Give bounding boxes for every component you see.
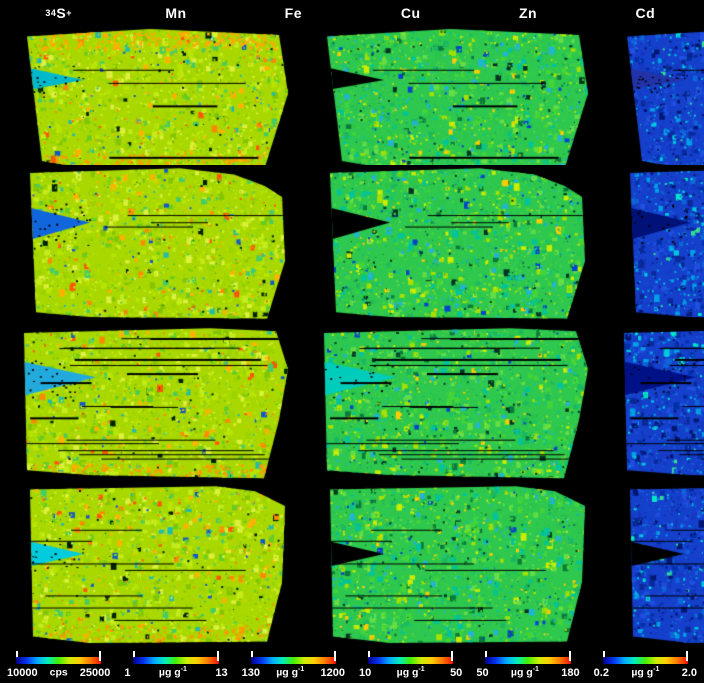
element-map-canvas (300, 483, 600, 648)
map-panel-s34-section-2 (0, 165, 300, 325)
map-panel-mn-section-2 (300, 165, 600, 325)
colorbar-unit: µg g-1 (631, 666, 660, 679)
colorbars: 10000 cps 25000 1 µg g-1 13 130 µg g-1 1200 10… (0, 648, 704, 683)
colorbar-max-value: 2.0 (681, 666, 697, 679)
element-map-canvas (0, 165, 300, 325)
header-label: Mn (165, 5, 187, 21)
colorbar-gradient (485, 657, 571, 664)
colorbar-cd: 0.2 µg g-1 2.0 (587, 648, 704, 683)
map-panel-mn-section-1 (300, 26, 600, 176)
element-map-canvas (600, 26, 704, 176)
map-panel-s34-section-4 (0, 483, 300, 648)
element-map-canvas (300, 325, 600, 483)
colorbar-max-value: 180 (561, 666, 580, 679)
header-label: Cu (400, 5, 421, 21)
colorbar-mn: 1 µg g-1 13 (117, 648, 234, 683)
column-header-cd: Cd (587, 0, 704, 26)
colorbar-unit: µg g-1 (510, 666, 539, 679)
column-headers: 34 S + Mn Fe Cu Zn Cd (0, 0, 704, 26)
element-map-canvas (0, 483, 300, 648)
colorbar-gradient (602, 657, 688, 664)
map-grid (0, 26, 704, 648)
colorbar-min-value: 130 (241, 666, 261, 679)
map-panel-fe-section-1 (600, 26, 704, 176)
colorbar-unit: µg g-1 (276, 666, 305, 679)
element-map-canvas (600, 483, 704, 648)
colorbar-tick-min (602, 651, 605, 661)
colorbar-min-value: 0.2 (593, 666, 609, 679)
map-panel-fe-section-2 (600, 165, 704, 325)
colorbar-tick-min (250, 651, 253, 661)
colorbar-gradient (133, 657, 219, 664)
colorbar-max-value: 25000 (79, 666, 111, 679)
colorbar-min-value: 10 (359, 666, 372, 679)
element-map-canvas (600, 325, 704, 483)
colorbar-tick-min (16, 651, 18, 661)
colorbar-tick-max (451, 651, 454, 661)
colorbar-tick-max (216, 651, 219, 661)
map-row-section-3 (0, 325, 704, 483)
colorbar-fe: 130 µg g-1 1200 (235, 648, 352, 683)
header-label: Zn (518, 5, 538, 21)
colorbar-max-value: 13 (215, 666, 228, 679)
element-map-canvas (600, 165, 704, 325)
column-header-cu: Cu (352, 0, 469, 26)
colorbar-unit: µg g-1 (396, 666, 425, 679)
colorbar-min-value: 1 (124, 666, 131, 679)
colorbar-tick-max (334, 651, 336, 661)
colorbar-zn: 50 µg g-1 180 (469, 648, 586, 683)
map-panel-mn-section-4 (300, 483, 600, 648)
column-header-zn: Zn (469, 0, 586, 26)
colorbar-min-value: 50 (476, 666, 489, 679)
colorbar-s34: 10000 cps 25000 (0, 648, 117, 683)
colorbar-unit: cps (49, 666, 68, 679)
colorbar-unit: µg g-1 (158, 666, 187, 679)
element-map-canvas (0, 325, 300, 483)
map-row-section-4 (0, 483, 704, 648)
map-panel-s34-section-1 (0, 26, 300, 176)
map-row-section-2 (0, 165, 704, 325)
colorbar-tick-max (686, 651, 688, 661)
header-sup-prefix: 34 (45, 7, 57, 18)
colorbar-tick-min (368, 651, 370, 661)
element-map-canvas (300, 26, 600, 176)
map-panel-fe-section-3 (600, 325, 704, 483)
column-header-fe: Fe (235, 0, 352, 26)
map-row-section-1 (0, 26, 704, 176)
colorbar-tick-max (99, 651, 102, 661)
map-panel-mn-section-3 (300, 325, 600, 483)
map-panel-fe-section-4 (600, 483, 704, 648)
colorbar-min-value: 10000 (7, 666, 38, 679)
column-header-mn: Mn (117, 0, 234, 26)
colorbar-gradient (368, 657, 454, 664)
header-sup-suffix: + (66, 7, 72, 18)
map-panel-s34-section-3 (0, 325, 300, 483)
colorbar-gradient (16, 657, 102, 664)
element-map-canvas (0, 26, 300, 176)
colorbar-tick-min (133, 651, 136, 661)
colorbar-gradient (250, 657, 336, 664)
colorbar-cu: 10 µg g-1 50 (352, 648, 469, 683)
header-label: Fe (284, 5, 302, 21)
colorbar-tick-max (568, 651, 571, 661)
colorbar-max-value: 1200 (320, 666, 345, 679)
header-label: Cd (635, 5, 656, 21)
element-map-canvas (300, 165, 600, 325)
colorbar-tick-min (485, 651, 488, 661)
column-header-s34: 34 S + (0, 0, 117, 26)
colorbar-max-value: 50 (450, 666, 463, 679)
header-label: S (56, 5, 67, 21)
